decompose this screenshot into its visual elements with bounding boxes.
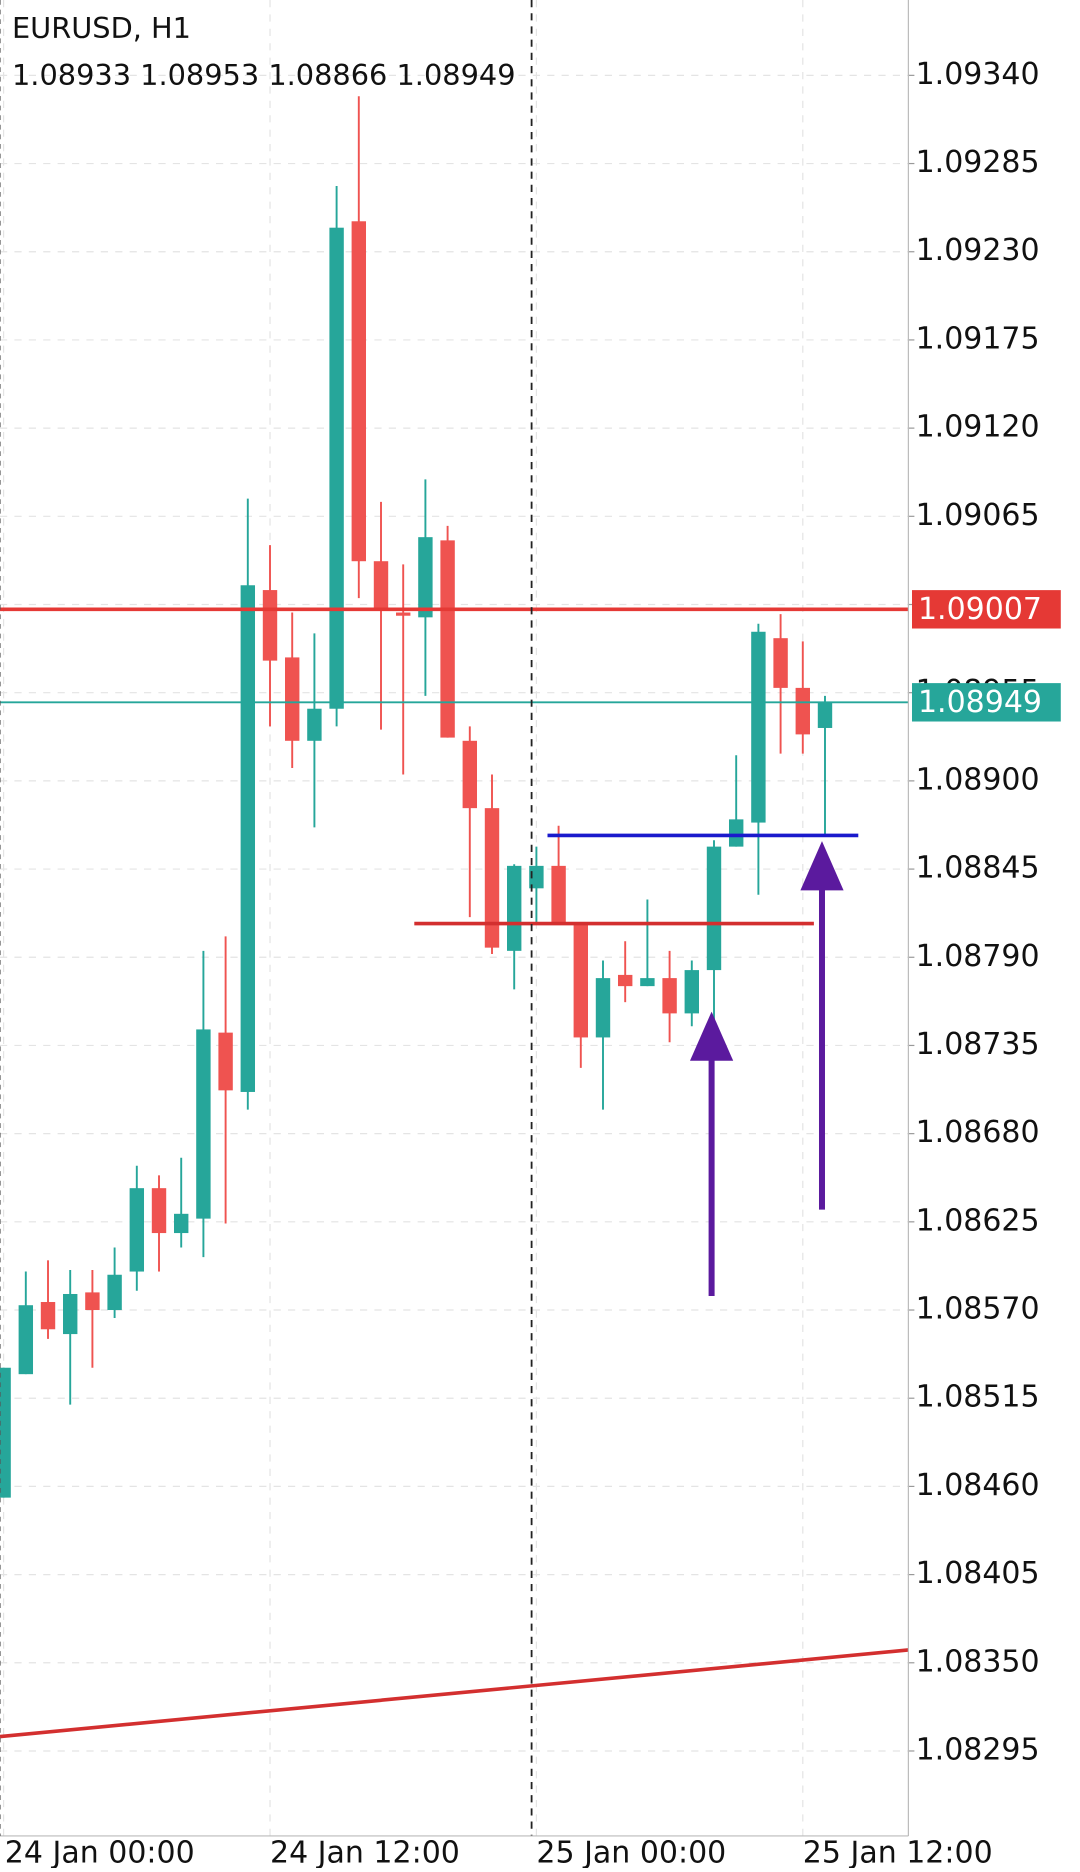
candle-body — [396, 612, 411, 616]
candle-body — [551, 865, 566, 924]
candle-body — [529, 865, 544, 889]
y-tick-label: 1.08350 — [916, 1644, 1040, 1679]
y-tick-label: 1.08625 — [916, 1203, 1040, 1238]
y-tick-label: 1.09175 — [916, 321, 1040, 356]
price-label: 1.09007 — [918, 592, 1042, 627]
candle-body — [817, 702, 833, 728]
candle-body — [640, 978, 655, 987]
candle-body — [196, 1029, 211, 1219]
trendline — [0, 1648, 909, 1739]
candle-body — [151, 1188, 167, 1234]
y-tick-label: 1.09230 — [916, 233, 1040, 268]
y-tick-label: 1.08515 — [916, 1380, 1040, 1415]
candle-body — [484, 808, 500, 948]
candle-body — [262, 590, 278, 661]
candle-body — [440, 540, 455, 738]
candle-body — [795, 687, 810, 735]
plot — [0, 96, 909, 1739]
candle-body — [18, 1305, 34, 1375]
candle-body — [307, 708, 322, 741]
candle-body — [462, 740, 478, 809]
chart-title: EURUSD, H1 — [12, 11, 191, 45]
candle-body — [573, 923, 588, 1038]
price-label: 1.08949 — [918, 685, 1042, 720]
y-tick-label: 1.09340 — [916, 57, 1040, 92]
x-tick-label: 24 Jan 00:00 — [5, 1835, 195, 1868]
candle-body — [595, 978, 611, 1038]
grid — [0, 0, 915, 1836]
candle-body — [617, 974, 633, 987]
candle-body — [129, 1188, 145, 1272]
candle-body — [329, 227, 344, 709]
candle-body — [751, 631, 766, 823]
candle-body — [773, 638, 788, 688]
y-tick-label: 1.09065 — [916, 498, 1040, 533]
x-tick-label: 24 Jan 12:00 — [270, 1835, 460, 1868]
price-label-box — [911, 590, 1061, 629]
candle-body — [85, 1292, 100, 1311]
x-tick-label: 25 Jan 00:00 — [536, 1835, 726, 1868]
candle-body — [0, 1367, 11, 1498]
annotation-arrow — [689, 841, 844, 1296]
candle-body — [285, 657, 300, 741]
y-tick-label: 1.08295 — [916, 1732, 1040, 1767]
y-tick-label: 1.08845 — [916, 851, 1040, 886]
candle-body — [662, 978, 677, 1014]
candle-body — [684, 970, 699, 1014]
candle-body — [218, 1032, 233, 1091]
y-tick-label: 1.09120 — [916, 410, 1040, 445]
x-tick-label: 25 Jan 12:00 — [803, 1835, 993, 1868]
candle-body — [351, 221, 367, 562]
candle-body — [40, 1302, 56, 1330]
candle-body — [728, 819, 744, 847]
price-label-box — [911, 683, 1061, 722]
y-tick-label: 1.08570 — [916, 1292, 1040, 1327]
candle-body — [174, 1213, 189, 1234]
y-tick-label: 1.08460 — [916, 1468, 1040, 1503]
ohlc-readout: 1.08933 1.08953 1.08866 1.08949 — [12, 58, 516, 92]
candle-body — [373, 561, 389, 608]
candle-body — [107, 1274, 122, 1311]
candle-body — [507, 865, 522, 951]
y-tick-label: 1.08680 — [916, 1115, 1040, 1150]
y-tick-label: 1.09285 — [916, 145, 1040, 180]
candle-body — [63, 1293, 78, 1335]
y-tick-label: 1.08900 — [916, 762, 1040, 797]
y-tick-label: 1.08405 — [916, 1556, 1040, 1591]
y-tick-label: 1.08735 — [916, 1027, 1040, 1062]
y-tick-label: 1.08790 — [916, 939, 1040, 974]
candle-body — [240, 585, 256, 1092]
candle-body — [706, 846, 722, 971]
candle-body — [418, 537, 433, 618]
